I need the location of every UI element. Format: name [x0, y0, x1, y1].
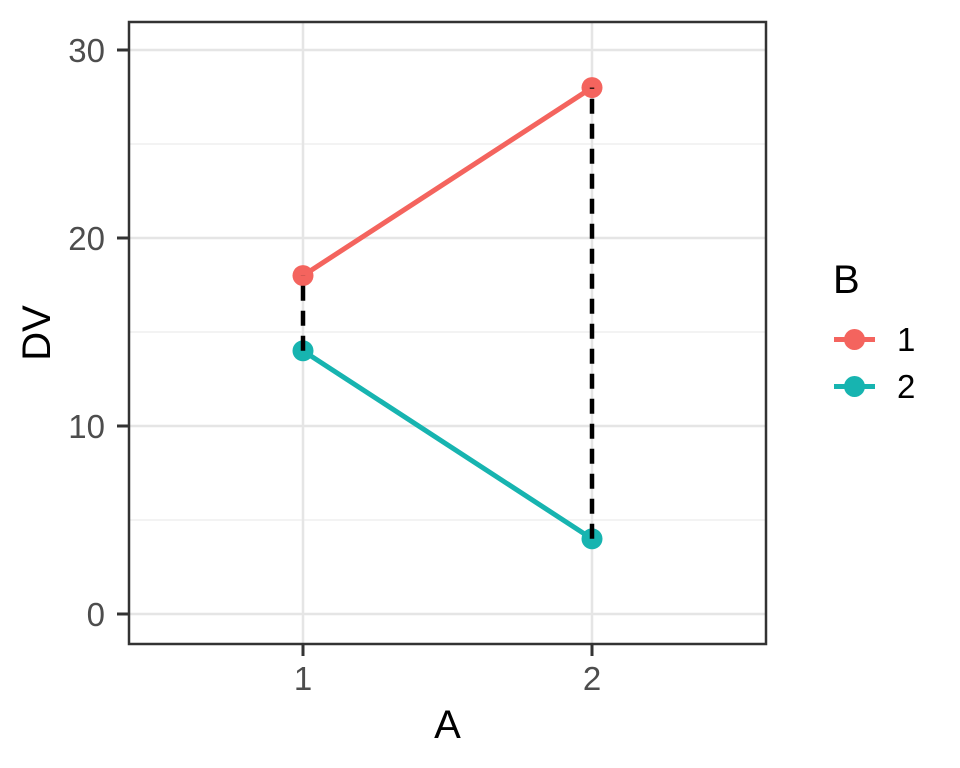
y-tick-label: 20	[68, 220, 105, 257]
legend: B 1 2	[833, 250, 960, 410]
legend-label-b2: 2	[897, 367, 916, 405]
series-line-b2	[301, 348, 594, 541]
series-line-b1	[301, 85, 594, 278]
legend-entry-b1: 1	[833, 316, 960, 363]
x-tick-label: 2	[583, 660, 601, 697]
legend-key-line-point-icon	[834, 329, 875, 350]
panel-background	[129, 22, 766, 644]
x-axis-title: A	[434, 703, 461, 747]
legend-key-line-point-icon	[834, 376, 875, 397]
y-tick-label: 10	[68, 408, 105, 445]
data-point-b1	[581, 77, 603, 99]
legend-entries: 1 2	[833, 316, 960, 410]
y-axis-title: DV	[15, 305, 59, 361]
y-tick-label: 30	[68, 32, 105, 69]
legend-label-b1: 1	[897, 320, 916, 358]
y-tick-label: 0	[87, 596, 105, 633]
panel-border	[127, 20, 768, 646]
legend-title: B	[833, 258, 860, 302]
x-tick-label: 1	[294, 660, 312, 697]
legend-entry-b2: 2	[833, 363, 960, 410]
